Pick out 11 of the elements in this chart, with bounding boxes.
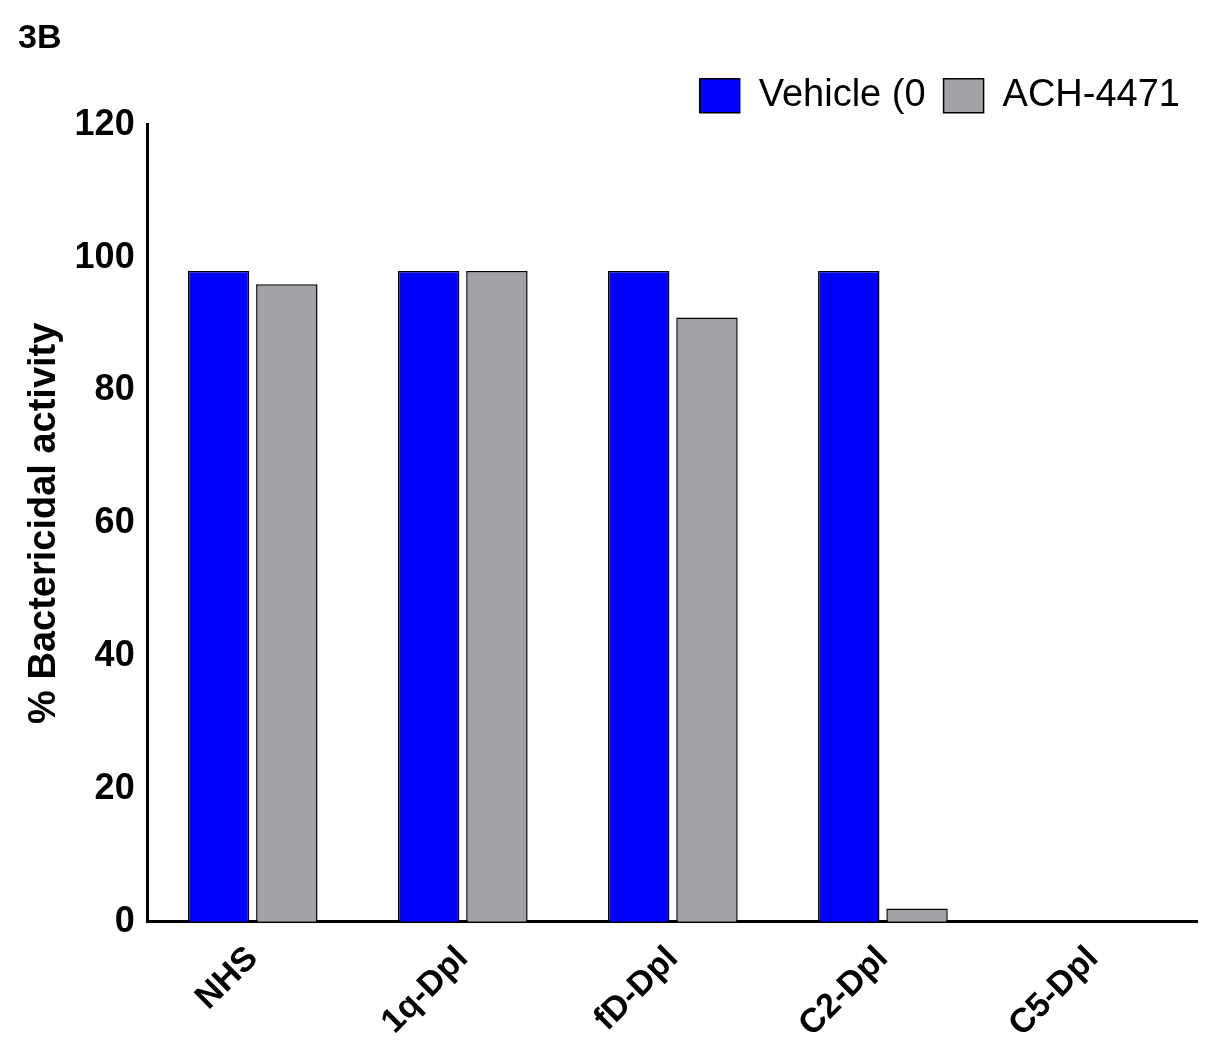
chart-title: 3B <box>18 16 62 55</box>
y-tick-label: 40 <box>94 632 135 674</box>
y-tick-label: 20 <box>94 765 135 807</box>
y-tick-label: 0 <box>114 898 135 940</box>
y-axis-title: % Bactericidal activity <box>21 322 64 724</box>
y-tick-label: 80 <box>94 367 135 409</box>
legend-label: Vehicle (0 <box>758 72 926 115</box>
y-tick-label: 60 <box>94 500 135 542</box>
y-tick-label: 100 <box>74 234 135 276</box>
legend-label: ACH-4471 <box>1002 72 1180 115</box>
y-tick-label: 120 <box>74 101 135 143</box>
